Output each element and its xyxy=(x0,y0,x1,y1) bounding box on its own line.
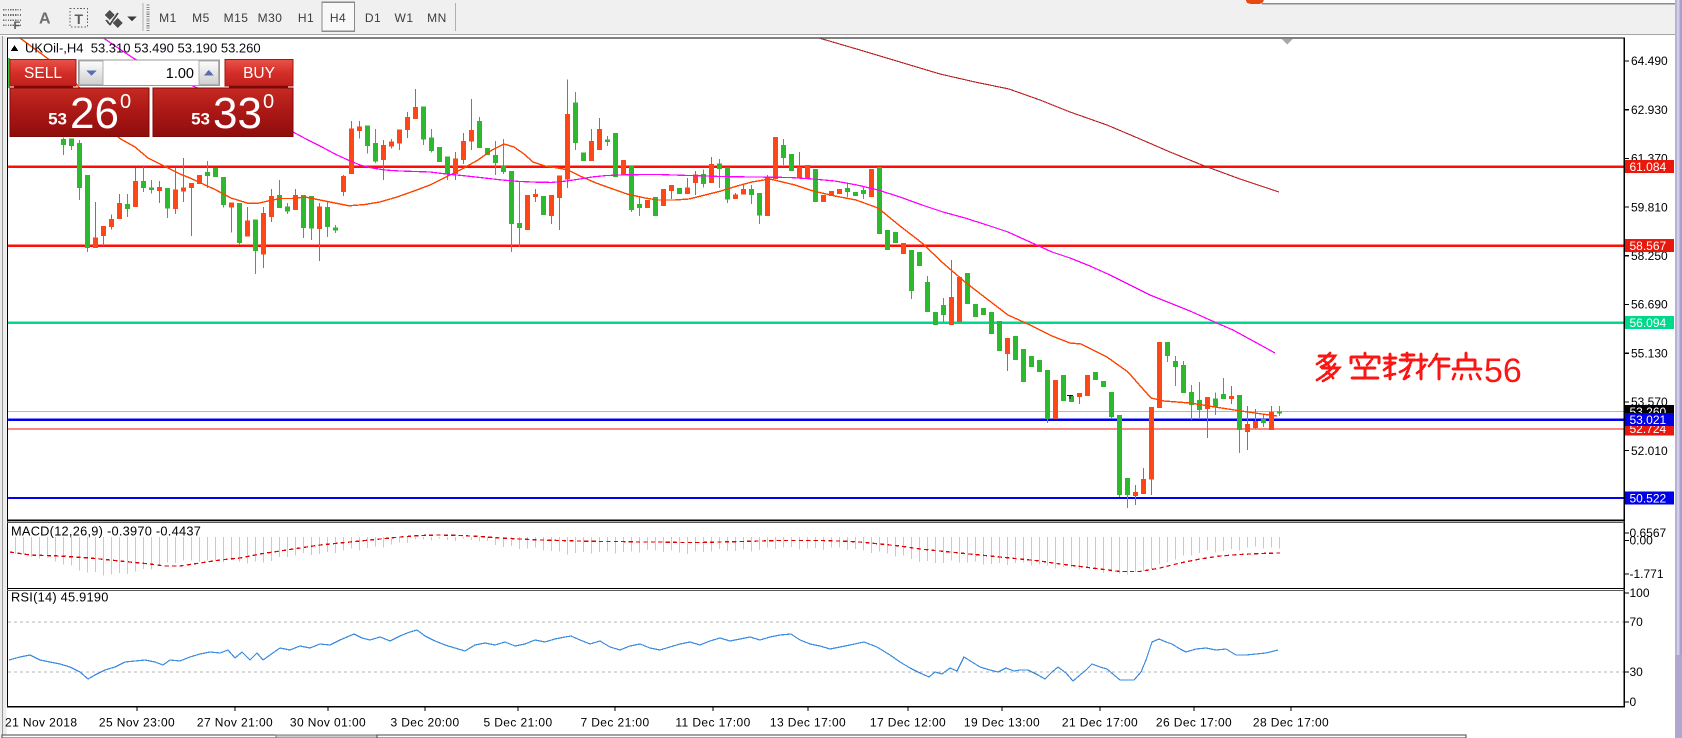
svg-text:0.6567: 0.6567 xyxy=(1630,526,1667,540)
svg-text:BUY: BUY xyxy=(243,65,275,82)
svg-text:3 Dec 20:00: 3 Dec 20:00 xyxy=(390,716,459,730)
svg-text:25 Nov 23:00: 25 Nov 23:00 xyxy=(99,716,175,730)
svg-text:30 Nov 01:00: 30 Nov 01:00 xyxy=(290,716,366,730)
svg-text:62.930: 62.930 xyxy=(1631,103,1668,117)
svg-text:59.810: 59.810 xyxy=(1631,200,1668,214)
svg-text:33: 33 xyxy=(213,89,262,138)
svg-text:55.130: 55.130 xyxy=(1631,346,1668,360)
svg-text:M1: M1 xyxy=(159,11,177,25)
svg-text:0.00: 0.00 xyxy=(1630,534,1654,548)
svg-text:0: 0 xyxy=(263,91,274,113)
svg-text:M30: M30 xyxy=(258,11,283,25)
svg-text:F: F xyxy=(14,20,21,32)
svg-text:56.690: 56.690 xyxy=(1631,298,1668,312)
svg-text:UKOil-,H4 53.310 53.490 53.19: UKOil-,H4 53.310 53.490 53.190 53.260 xyxy=(25,41,261,56)
svg-text:T: T xyxy=(75,11,84,27)
svg-text:27 Nov 21:00: 27 Nov 21:00 xyxy=(197,716,273,730)
svg-text:19 Dec 13:00: 19 Dec 13:00 xyxy=(964,716,1040,730)
svg-text:0: 0 xyxy=(1630,695,1637,709)
svg-text:53: 53 xyxy=(191,110,210,129)
svg-text:D1: D1 xyxy=(365,11,381,25)
svg-text:13 Dec 17:00: 13 Dec 17:00 xyxy=(770,716,846,730)
svg-text:50.522: 50.522 xyxy=(1630,491,1667,505)
svg-text:30: 30 xyxy=(1630,665,1644,679)
svg-text:53: 53 xyxy=(48,110,67,129)
svg-text:MN: MN xyxy=(427,11,447,25)
svg-text:17 Dec 12:00: 17 Dec 12:00 xyxy=(870,716,946,730)
svg-text:RSI(14) 45.9190: RSI(14) 45.9190 xyxy=(11,590,109,605)
svg-text:26 Dec 17:00: 26 Dec 17:00 xyxy=(1156,716,1232,730)
svg-text:56.094: 56.094 xyxy=(1630,316,1667,330)
svg-text:MACD(12,26,9) -0.3970 -0.4437: MACD(12,26,9) -0.3970 -0.4437 xyxy=(11,524,201,539)
svg-text:M15: M15 xyxy=(224,11,249,25)
svg-text:61.084: 61.084 xyxy=(1630,160,1667,174)
svg-text:0: 0 xyxy=(120,91,131,113)
svg-text:21 Nov 2018: 21 Nov 2018 xyxy=(5,716,77,730)
svg-text:28 Dec 17:00: 28 Dec 17:00 xyxy=(1253,716,1329,730)
svg-text:64.490: 64.490 xyxy=(1631,54,1668,68)
svg-text:58.250: 58.250 xyxy=(1631,249,1668,263)
svg-text:5 Dec 21:00: 5 Dec 21:00 xyxy=(483,716,552,730)
svg-text:H4: H4 xyxy=(330,11,346,25)
svg-text:53.021: 53.021 xyxy=(1630,413,1667,427)
svg-text:7 Dec 21:00: 7 Dec 21:00 xyxy=(580,716,649,730)
svg-text:A: A xyxy=(39,11,51,28)
svg-text:58.567: 58.567 xyxy=(1630,239,1667,253)
svg-text:70: 70 xyxy=(1630,615,1644,629)
svg-text:100: 100 xyxy=(1630,586,1650,600)
svg-text:SELL: SELL xyxy=(24,65,62,82)
svg-text:H1: H1 xyxy=(298,11,314,25)
svg-text:M5: M5 xyxy=(192,11,210,25)
svg-text:1.00: 1.00 xyxy=(166,66,194,82)
svg-text:W1: W1 xyxy=(395,11,414,25)
svg-text:21 Dec 17:00: 21 Dec 17:00 xyxy=(1062,716,1138,730)
svg-text:-1.771: -1.771 xyxy=(1630,567,1664,581)
svg-text:52.010: 52.010 xyxy=(1631,444,1668,458)
svg-text:26: 26 xyxy=(70,89,119,138)
svg-text:56: 56 xyxy=(1484,352,1522,390)
svg-text:11 Dec 17:00: 11 Dec 17:00 xyxy=(675,716,750,730)
